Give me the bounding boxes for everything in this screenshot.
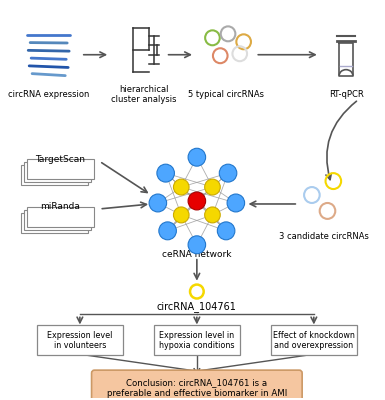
Text: circRNA expression: circRNA expression (8, 90, 89, 99)
FancyBboxPatch shape (37, 325, 123, 355)
Circle shape (188, 148, 206, 166)
FancyBboxPatch shape (24, 210, 90, 230)
FancyBboxPatch shape (27, 207, 94, 227)
FancyBboxPatch shape (154, 325, 240, 355)
Text: Effect of knockdown
and overexpression: Effect of knockdown and overexpression (273, 330, 355, 350)
Text: Expression level in
hypoxia conditions: Expression level in hypoxia conditions (159, 330, 234, 350)
Circle shape (174, 179, 189, 195)
Text: 3 candidate circRNAs: 3 candidate circRNAs (279, 232, 368, 241)
Text: miRanda: miRanda (40, 202, 80, 212)
Text: hierarchical
cluster analysis: hierarchical cluster analysis (112, 85, 177, 104)
Circle shape (188, 236, 206, 254)
Text: Conclusion: circRNA_104761 is a
preferable and effective biomarker in AMI: Conclusion: circRNA_104761 is a preferab… (107, 378, 287, 398)
Circle shape (205, 179, 220, 195)
FancyBboxPatch shape (27, 159, 94, 179)
Circle shape (149, 194, 167, 212)
Text: RT-qPCR: RT-qPCR (329, 90, 363, 99)
FancyBboxPatch shape (24, 162, 90, 182)
Circle shape (174, 207, 189, 223)
Text: Expression level
in volunteers: Expression level in volunteers (47, 330, 112, 350)
Text: ceRNA network: ceRNA network (162, 250, 232, 259)
Text: circRNA_104761: circRNA_104761 (157, 301, 237, 312)
Circle shape (159, 222, 176, 240)
Text: TargetScan: TargetScan (35, 155, 85, 164)
Circle shape (219, 164, 237, 182)
FancyBboxPatch shape (22, 213, 88, 233)
Circle shape (227, 194, 244, 212)
FancyBboxPatch shape (92, 370, 302, 400)
Circle shape (188, 192, 206, 210)
Circle shape (217, 222, 235, 240)
Circle shape (205, 207, 220, 223)
Circle shape (157, 164, 174, 182)
FancyBboxPatch shape (271, 325, 357, 355)
FancyBboxPatch shape (22, 165, 88, 185)
Text: 5 typical circRNAs: 5 typical circRNAs (188, 90, 264, 99)
